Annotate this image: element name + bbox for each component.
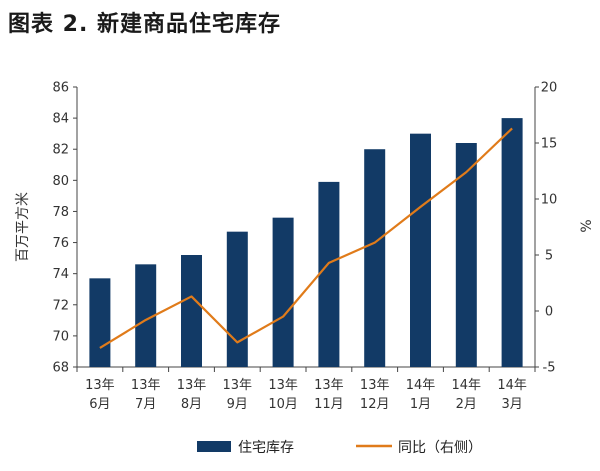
x-tick-label-year: 13年: [131, 378, 161, 393]
x-tick-label-year: 13年: [314, 378, 344, 393]
x-tick-label-year: 13年: [223, 378, 253, 393]
chart-title: 图表 2. 新建商品住宅库存: [8, 12, 281, 37]
left-tick-label: 70: [52, 329, 69, 344]
x-tick-label-month: 9月: [227, 397, 248, 412]
bar: [364, 149, 386, 367]
x-tick-label-month: 11月: [314, 397, 344, 412]
right-tick-label: -5: [543, 361, 556, 376]
x-tick-label-month: 8月: [181, 397, 202, 412]
bar: [272, 217, 294, 367]
left-axis-title: 百万平方米: [15, 192, 31, 262]
x-tick-label-month: 6月: [89, 397, 110, 412]
x-tick-label-year: 14年: [452, 378, 482, 393]
bar: [455, 143, 477, 367]
right-axis-title: %: [579, 219, 595, 232]
left-tick-label: 80: [52, 174, 69, 189]
x-tick-label-year: 14年: [497, 378, 527, 393]
left-tick-label: 68: [52, 361, 69, 376]
bar: [89, 278, 111, 367]
right-tick-label: 20: [541, 81, 558, 96]
left-tick-label: 78: [52, 205, 69, 220]
bar: [135, 264, 157, 367]
x-tick-label-year: 14年: [406, 378, 436, 393]
x-tick-label-year: 13年: [360, 378, 390, 393]
x-tick-label-month: 10月: [268, 397, 298, 412]
x-tick-label-month: 3月: [501, 397, 522, 412]
legend-label-line: 同比（右侧）: [398, 440, 482, 456]
left-tick-label: 82: [52, 143, 69, 158]
x-tick-label-year: 13年: [85, 378, 115, 393]
right-tick-label: 5: [545, 249, 553, 264]
x-tick-label-month: 2月: [456, 397, 477, 412]
x-tick-label-year: 13年: [177, 378, 207, 393]
x-tick-label-month: 12月: [360, 397, 390, 412]
bar: [501, 118, 523, 367]
left-tick-label: 72: [52, 298, 69, 313]
x-tick-label-year: 13年: [268, 378, 298, 393]
left-tick-label: 74: [52, 267, 69, 282]
legend-swatch-bars: [197, 441, 231, 452]
legend-label-bars: 住宅库存: [238, 440, 294, 456]
bar: [226, 231, 248, 367]
right-tick-label: 10: [541, 193, 558, 208]
x-tick-label-month: 7月: [135, 397, 156, 412]
bar: [410, 133, 431, 367]
yoy-line: [99, 127, 513, 349]
left-tick-label: 86: [52, 81, 69, 96]
bar: [318, 181, 340, 367]
left-tick-label: 76: [52, 236, 69, 251]
right-tick-label: 0: [545, 305, 553, 320]
x-tick-label-month: 1月: [410, 397, 431, 412]
left-tick-label: 84: [52, 112, 69, 127]
bar: [181, 255, 202, 367]
right-tick-label: 15: [541, 137, 558, 152]
